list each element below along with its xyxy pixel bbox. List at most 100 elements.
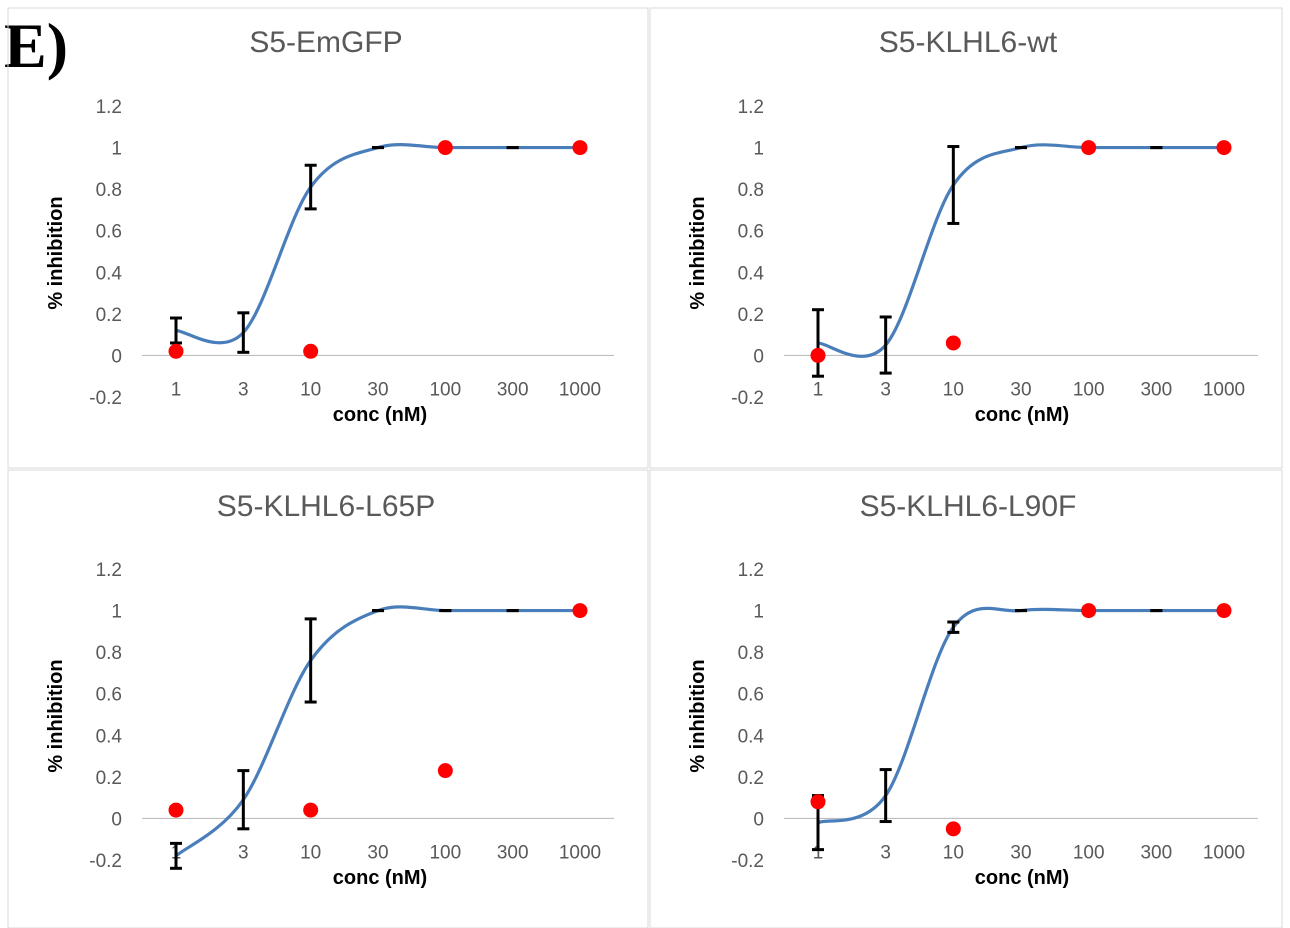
y-axis-title: % inhibition bbox=[687, 659, 709, 772]
data-point bbox=[1081, 140, 1097, 156]
x-tick-label: 10 bbox=[300, 842, 321, 863]
y-axis-title: % inhibition bbox=[687, 196, 709, 309]
y-tick-label: -0.2 bbox=[89, 388, 122, 409]
error-bar bbox=[304, 617, 317, 704]
x-tick-label: 1 bbox=[171, 379, 182, 400]
y-tick-label: 0.2 bbox=[738, 768, 764, 789]
y-tick-label: 0.6 bbox=[96, 222, 122, 243]
data-point bbox=[437, 140, 453, 156]
x-tick-label: 1000 bbox=[1203, 379, 1245, 400]
y-axis-title: % inhibition bbox=[45, 196, 67, 309]
panel-letter: E) bbox=[4, 10, 68, 81]
y-tick-label: 0 bbox=[753, 346, 764, 367]
x-tick-label: 30 bbox=[1010, 842, 1031, 863]
x-axis-title: conc (nM) bbox=[333, 867, 427, 889]
panel-border bbox=[7, 469, 649, 928]
data-point bbox=[810, 794, 826, 810]
y-tick-label: 1.2 bbox=[96, 560, 122, 581]
y-tick-label: 0.6 bbox=[738, 685, 764, 706]
x-tick-label: 30 bbox=[367, 842, 388, 863]
data-point bbox=[168, 802, 184, 818]
y-tick-label: 1.2 bbox=[738, 97, 764, 118]
y-tick-label: 0 bbox=[111, 809, 122, 830]
y-tick-label: 1 bbox=[111, 602, 122, 623]
data-point bbox=[572, 140, 588, 156]
x-tick-label: 300 bbox=[497, 842, 529, 863]
y-tick-label: 0.2 bbox=[738, 305, 764, 326]
data-point bbox=[303, 802, 319, 818]
y-tick-label: 0.4 bbox=[96, 726, 123, 747]
data-point bbox=[303, 343, 319, 359]
data-point bbox=[1081, 603, 1097, 619]
y-tick-label: 0.4 bbox=[738, 726, 765, 747]
x-tick-label: 30 bbox=[367, 379, 388, 400]
x-tick-label: 10 bbox=[300, 379, 321, 400]
data-point bbox=[168, 343, 184, 359]
fit-curve bbox=[175, 143, 581, 345]
chart-panel: S5-KLHL6-L90F 1.2 1 0.8 0.6 0.4 0.2 0 -0.2 1 3 10 30… bbox=[649, 469, 1283, 928]
x-tick-label: 1000 bbox=[1203, 842, 1245, 863]
y-axis-title: % inhibition bbox=[45, 659, 67, 772]
y-tick-label: 0 bbox=[111, 346, 122, 367]
data-point bbox=[945, 335, 961, 351]
data-point bbox=[945, 821, 961, 837]
error-bar bbox=[170, 316, 182, 345]
panel-border bbox=[649, 7, 1283, 469]
x-tick-label: 3 bbox=[880, 379, 891, 400]
y-tick-label: 0.6 bbox=[738, 222, 764, 243]
y-tick-label: 0.4 bbox=[738, 263, 765, 284]
x-tick-label: 300 bbox=[1140, 842, 1172, 863]
x-tick-label: 3 bbox=[238, 379, 249, 400]
chart-title: S5-KLHL6-L65P bbox=[217, 490, 435, 523]
chart-title: S5-KLHL6-wt bbox=[879, 26, 1058, 59]
error-bar bbox=[237, 769, 250, 831]
error-bar bbox=[304, 163, 317, 211]
error-bar bbox=[879, 768, 892, 824]
error-bar bbox=[170, 841, 182, 870]
fit-curve bbox=[817, 606, 1224, 825]
error-bar bbox=[812, 308, 824, 378]
x-tick-label: 10 bbox=[943, 379, 964, 400]
chart-title: S5-EmGFP bbox=[249, 26, 402, 59]
y-tick-label: 0.8 bbox=[738, 643, 764, 664]
y-tick-label: -0.2 bbox=[731, 851, 764, 872]
x-tick-label: 3 bbox=[880, 842, 891, 863]
x-axis-title: conc (nM) bbox=[975, 404, 1069, 426]
y-tick-label: -0.2 bbox=[89, 851, 122, 872]
data-point bbox=[1216, 140, 1232, 156]
y-tick-label: 0 bbox=[753, 809, 764, 830]
x-tick-label: 3 bbox=[238, 842, 249, 863]
x-tick-label: 1 bbox=[813, 379, 824, 400]
error-bar bbox=[947, 620, 960, 634]
error-bar bbox=[237, 311, 250, 354]
y-tick-label: 0.8 bbox=[96, 643, 122, 664]
chart-panel: S5-KLHL6-wt 1.2 1 0.8 0.6 0.4 0.2 0 -0.2 1 3 10 30 10… bbox=[649, 7, 1283, 469]
x-tick-label: 100 bbox=[1073, 842, 1105, 863]
y-tick-label: 1 bbox=[111, 139, 122, 160]
x-tick-label: 300 bbox=[1140, 379, 1172, 400]
error-bar bbox=[947, 145, 960, 225]
data-point bbox=[572, 603, 588, 619]
panel-border bbox=[7, 7, 649, 469]
x-tick-label: 300 bbox=[497, 379, 529, 400]
y-tick-label: 0.6 bbox=[96, 685, 122, 706]
x-tick-label: 1 bbox=[813, 842, 824, 863]
y-tick-label: 1 bbox=[753, 139, 764, 160]
y-tick-label: -0.2 bbox=[731, 388, 764, 409]
y-tick-label: 1.2 bbox=[738, 560, 764, 581]
error-bar bbox=[879, 315, 892, 375]
x-tick-label: 1000 bbox=[559, 379, 601, 400]
chart-panel: S5-EmGFP 1.2 1 0.8 0.6 0.4 0.2 0 -0.2 1 3 10 30 100 30… bbox=[7, 7, 649, 469]
x-tick-label: 100 bbox=[429, 842, 461, 863]
data-point bbox=[810, 347, 826, 363]
y-tick-label: 0.2 bbox=[96, 305, 122, 326]
y-tick-label: 0.8 bbox=[738, 180, 764, 201]
chart-title: S5-KLHL6-L90F bbox=[860, 490, 1077, 523]
y-tick-label: 1.2 bbox=[96, 97, 122, 118]
x-tick-label: 10 bbox=[943, 842, 964, 863]
y-tick-label: 0.8 bbox=[96, 180, 122, 201]
chart-panel: S5-KLHL6-L65P1.210.80.60.40.20-0.2131030… bbox=[7, 469, 649, 928]
data-point bbox=[437, 763, 453, 779]
data-point bbox=[1216, 603, 1232, 619]
